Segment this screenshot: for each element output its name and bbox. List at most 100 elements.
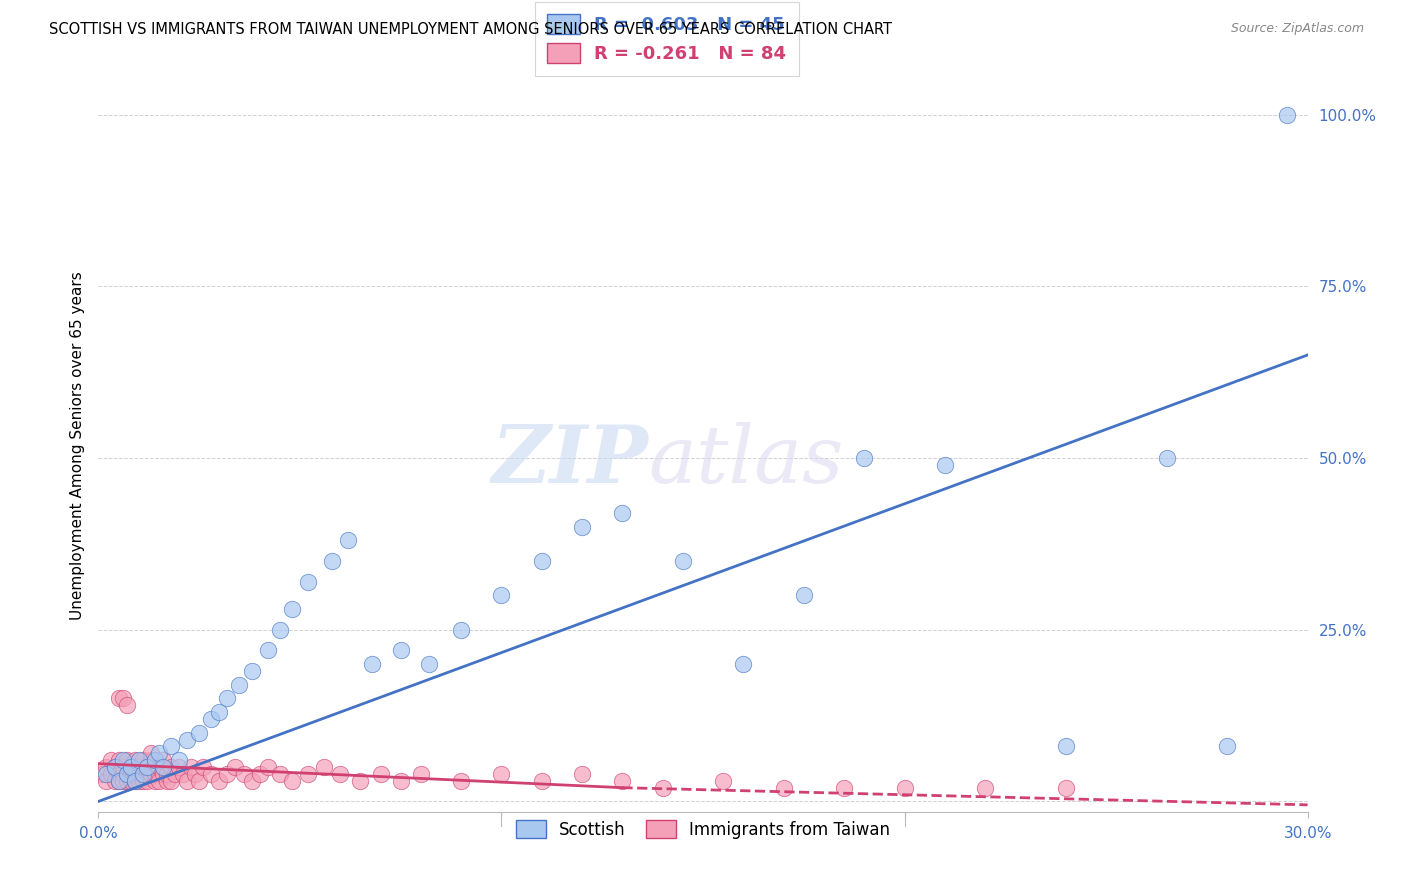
Point bbox=[853, 450, 876, 465]
Point bbox=[450, 623, 472, 637]
Point bbox=[152, 753, 174, 767]
Point bbox=[135, 760, 157, 774]
Point bbox=[139, 753, 162, 767]
Point bbox=[224, 760, 246, 774]
Point bbox=[314, 760, 336, 774]
Point bbox=[329, 767, 352, 781]
Point bbox=[188, 773, 211, 788]
Point bbox=[135, 760, 157, 774]
Text: atlas: atlas bbox=[648, 422, 844, 500]
Point bbox=[143, 773, 166, 788]
Point bbox=[450, 773, 472, 788]
Point bbox=[107, 753, 129, 767]
Text: ZIP: ZIP bbox=[492, 422, 648, 500]
Point bbox=[124, 767, 146, 781]
Point bbox=[107, 773, 129, 788]
Point bbox=[160, 773, 183, 788]
Point bbox=[111, 691, 134, 706]
Point bbox=[974, 780, 997, 795]
Point bbox=[256, 760, 278, 774]
Point bbox=[893, 780, 915, 795]
Point bbox=[120, 760, 142, 774]
Point bbox=[124, 753, 146, 767]
Point bbox=[772, 780, 794, 795]
Point bbox=[217, 691, 239, 706]
Point bbox=[491, 588, 513, 602]
Point bbox=[240, 664, 263, 678]
Point bbox=[156, 767, 179, 781]
Point bbox=[184, 767, 207, 781]
Point bbox=[167, 760, 190, 774]
Point bbox=[124, 773, 146, 788]
Point bbox=[152, 767, 174, 781]
Point bbox=[530, 554, 553, 568]
Point bbox=[1054, 739, 1077, 754]
Point bbox=[96, 760, 118, 774]
Point bbox=[115, 767, 138, 781]
Point bbox=[232, 767, 254, 781]
Point bbox=[103, 760, 125, 774]
Point bbox=[132, 767, 155, 781]
Point bbox=[571, 519, 593, 533]
Point bbox=[143, 767, 166, 781]
Point bbox=[160, 760, 183, 774]
Point bbox=[128, 753, 150, 767]
Point bbox=[349, 773, 371, 788]
Point bbox=[143, 753, 166, 767]
Point bbox=[409, 767, 432, 781]
Point bbox=[1277, 107, 1299, 121]
Point bbox=[530, 773, 553, 788]
Point bbox=[651, 780, 673, 795]
Point bbox=[297, 767, 319, 781]
Point bbox=[389, 773, 412, 788]
Point bbox=[115, 753, 138, 767]
Point bbox=[297, 574, 319, 589]
Text: SCOTTISH VS IMMIGRANTS FROM TAIWAN UNEMPLOYMENT AMONG SENIORS OVER 65 YEARS CORR: SCOTTISH VS IMMIGRANTS FROM TAIWAN UNEMP… bbox=[49, 22, 893, 37]
Point bbox=[389, 643, 412, 657]
Point bbox=[934, 458, 956, 472]
Point bbox=[111, 753, 134, 767]
Point bbox=[100, 753, 122, 767]
Point bbox=[163, 767, 186, 781]
Point bbox=[217, 767, 239, 781]
Point bbox=[148, 747, 170, 761]
Y-axis label: Unemployment Among Seniors over 65 years: Unemployment Among Seniors over 65 years bbox=[69, 272, 84, 620]
Point bbox=[107, 691, 129, 706]
Point bbox=[128, 773, 150, 788]
Point bbox=[132, 767, 155, 781]
Point bbox=[115, 773, 138, 788]
Point bbox=[188, 725, 211, 739]
Point bbox=[200, 767, 222, 781]
Point bbox=[120, 760, 142, 774]
Point bbox=[1054, 780, 1077, 795]
Point bbox=[361, 657, 384, 671]
Point bbox=[418, 657, 440, 671]
Point bbox=[200, 712, 222, 726]
Point bbox=[172, 767, 194, 781]
Point bbox=[208, 705, 231, 719]
Point bbox=[193, 760, 215, 774]
Point bbox=[107, 767, 129, 781]
Point bbox=[148, 773, 170, 788]
Point bbox=[128, 767, 150, 781]
Point bbox=[733, 657, 755, 671]
Point bbox=[132, 773, 155, 788]
Point bbox=[132, 753, 155, 767]
Point bbox=[281, 773, 304, 788]
Point bbox=[612, 773, 634, 788]
Point bbox=[152, 760, 174, 774]
Point bbox=[156, 773, 179, 788]
Point bbox=[148, 760, 170, 774]
Point bbox=[612, 506, 634, 520]
Point bbox=[100, 767, 122, 781]
Point bbox=[135, 767, 157, 781]
Point bbox=[321, 554, 343, 568]
Point bbox=[269, 767, 291, 781]
Point bbox=[240, 773, 263, 788]
Point bbox=[281, 602, 304, 616]
Point bbox=[176, 773, 198, 788]
Point bbox=[115, 767, 138, 781]
Point bbox=[111, 773, 134, 788]
Legend: Scottish, Immigrants from Taiwan: Scottish, Immigrants from Taiwan bbox=[508, 812, 898, 847]
Point bbox=[135, 773, 157, 788]
